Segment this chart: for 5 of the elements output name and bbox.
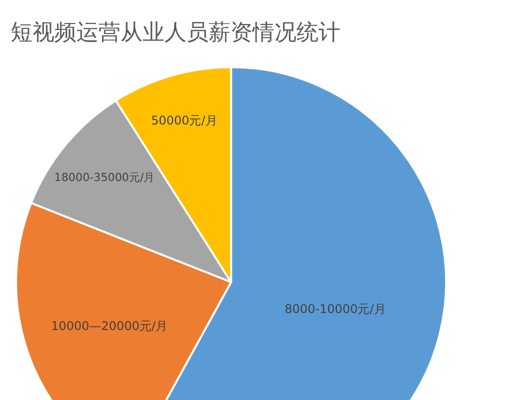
slice-label: 50000元/月: [151, 114, 218, 128]
chart-title: 短视频运营从业人员薪资情况统计: [10, 20, 341, 46]
slice-label: 18000-35000元/月: [54, 171, 155, 184]
slice-label: 10000—20000元/月: [51, 318, 168, 333]
slice-label: 8000-10000元/月: [284, 302, 386, 316]
